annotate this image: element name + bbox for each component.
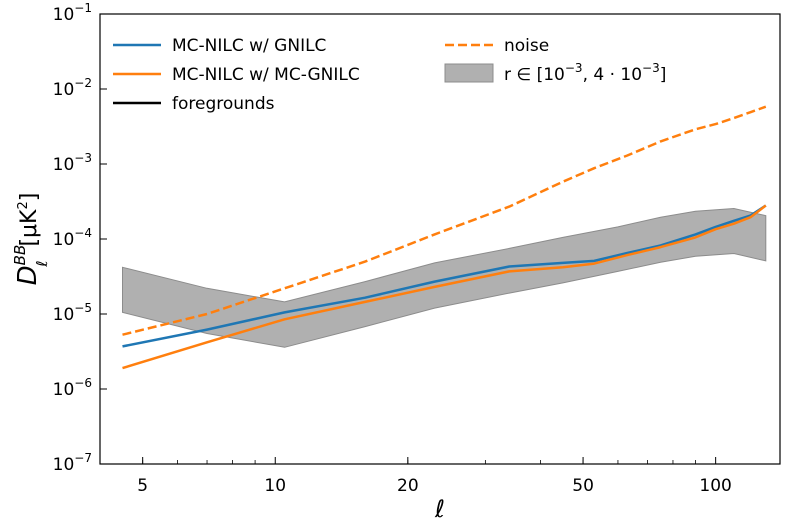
y-tick-label: 10−5: [53, 301, 92, 325]
series-line-0: [122, 204, 767, 348]
legend-patch-band: [444, 63, 494, 83]
band-label-exp1: −3: [565, 61, 583, 75]
x-tick-label: 50: [572, 476, 594, 496]
series-layer: [122, 105, 767, 370]
series-line-3: [122, 105, 767, 336]
y-label-superscript: BB: [11, 245, 29, 266]
legend-label-noise: noise: [504, 36, 549, 56]
y-tick-label: 10−6: [53, 376, 92, 400]
x-tick-label: 5: [137, 476, 148, 496]
legend: MC-NILC w/ GNILC MC-NILC w/ MC-GNILC for…: [113, 36, 666, 114]
y-axis-label: DBB ℓ [μK2]: [11, 193, 51, 286]
y-tick-label: 10−1: [53, 1, 92, 25]
y-label-unit-close: ]: [17, 193, 42, 202]
x-tick-label: 100: [699, 476, 731, 496]
y-tick-label: 10−4: [53, 226, 92, 250]
band-label-a: r ∈ [10: [504, 65, 565, 85]
x-tick-label: 10: [264, 476, 286, 496]
series-line-1: [122, 204, 767, 370]
y-tick-label: 10−7: [53, 451, 92, 475]
x-tick-label: 20: [397, 476, 419, 496]
tick-layer: 5 10 20 50 100 10−7 10−6 10−5 10−4 10−3 10−2 10−1: [53, 1, 732, 496]
y-label-unit: [μK: [17, 209, 42, 247]
legend-label-band: r ∈ [10−3, 4 · 10−3]: [504, 61, 666, 85]
band-label-mid: , 4 · 10: [583, 65, 642, 85]
y-tick-label: 10−3: [53, 151, 92, 175]
y-label-subscript: ℓ: [33, 261, 51, 268]
legend-label-mc-nilc-gnilc: MC-NILC w/ GNILC: [172, 36, 326, 56]
y-label-unit-power: 2: [16, 201, 31, 209]
x-axis-label: ℓ: [434, 495, 445, 523]
band-label-exp2: −3: [642, 61, 660, 75]
legend-label-mc-nilc-mc-gnilc: MC-NILC w/ MC-GNILC: [172, 65, 360, 85]
y-tick-label: 10−2: [53, 76, 92, 100]
y-label-symbol: D: [13, 265, 43, 285]
band-label-close: ]: [660, 65, 667, 85]
legend-label-foregrounds: foregrounds: [172, 94, 275, 114]
